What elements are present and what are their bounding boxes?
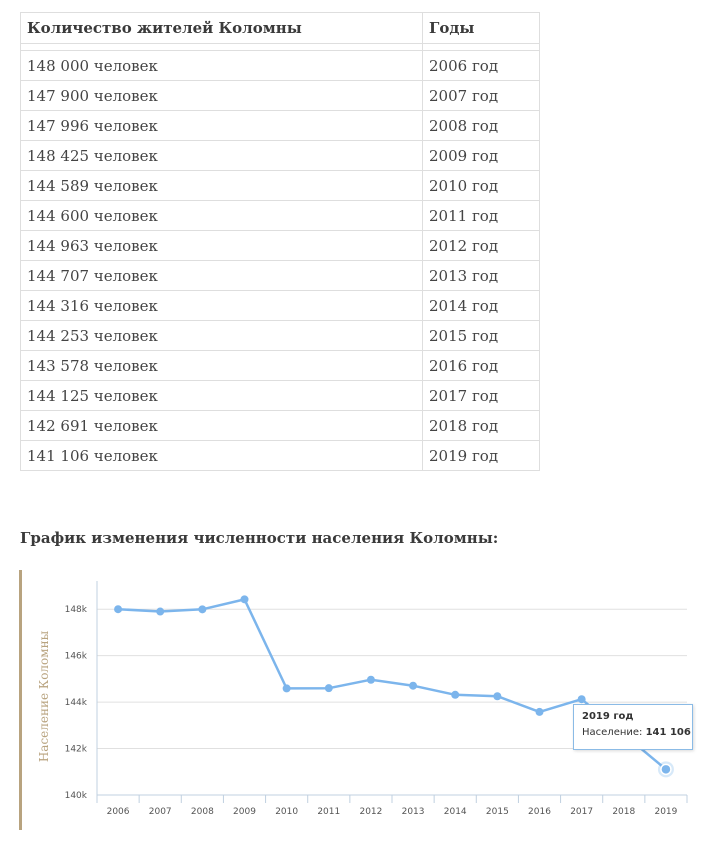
table-row: 144 600 человек 2011 год <box>20 200 540 231</box>
table-row: 144 125 человек 2017 год <box>20 380 540 411</box>
data-point[interactable] <box>451 690 460 699</box>
table-row: 148 425 человек 2009 год <box>20 140 540 171</box>
x-tick-label: 2012 <box>359 807 382 817</box>
cell-population: 144 253 человек <box>20 320 423 351</box>
y-tick-label: 144k <box>65 698 88 708</box>
x-tick-label: 2015 <box>486 807 509 817</box>
x-tick-label: 2006 <box>107 807 130 817</box>
table-row: 141 106 человек 2019 год <box>20 440 540 471</box>
cell-year: 2008 год <box>422 110 540 141</box>
x-tick-label: 2019 <box>654 807 677 817</box>
data-point[interactable] <box>282 684 291 693</box>
y-tick-label: 142k <box>65 745 88 755</box>
data-point[interactable] <box>535 707 544 716</box>
cell-population: 141 106 человек <box>20 440 423 471</box>
table-row: 144 707 человек 2013 год <box>20 260 540 291</box>
header-population: Количество жителей Коломны <box>20 12 423 44</box>
cell-population: 147 996 человек <box>20 110 423 141</box>
cell-year: 2007 год <box>422 80 540 111</box>
data-points <box>114 595 674 778</box>
cell-year: 2010 год <box>422 170 540 201</box>
y-tick-labels: 140k 142k 144k 146k 148k <box>65 605 88 801</box>
tooltip-value: 141 106 <box>645 727 691 738</box>
x-tick-label: 2010 <box>275 807 298 817</box>
population-line-chart: Население Коломны 140k 142k 144k 146k 148k 2… <box>37 581 688 817</box>
cell-year: 2014 год <box>422 290 540 321</box>
data-point[interactable] <box>493 692 502 701</box>
cell-year: 2019 год <box>422 440 540 471</box>
header-years: Годы <box>422 12 540 44</box>
cell-population: 144 316 человек <box>20 290 423 321</box>
x-tick-label: 2008 <box>191 807 214 817</box>
x-tick-label: 2016 <box>528 807 551 817</box>
table-row: 147 900 человек 2007 год <box>20 80 540 111</box>
cell-year: 2012 год <box>422 230 540 261</box>
cell-year: 2011 год <box>422 200 540 231</box>
data-point[interactable] <box>198 605 207 614</box>
x-tick-label: 2013 <box>402 807 425 817</box>
cell-population: 148 000 человек <box>20 50 423 81</box>
chart-accent-bar <box>19 570 22 830</box>
y-tick-label: 148k <box>65 605 88 615</box>
x-tick-label: 2017 <box>570 807 593 817</box>
cell-population: 143 578 человек <box>20 350 423 381</box>
cell-year: 2017 год <box>422 380 540 411</box>
y-axis-title: Население Коломны <box>37 630 51 762</box>
cell-year: 2018 год <box>422 410 540 441</box>
y-tick-label: 146k <box>65 652 88 662</box>
data-point[interactable] <box>366 675 375 684</box>
chart-heading: График изменения численности населения К… <box>20 529 499 547</box>
cell-year: 2006 год <box>422 50 540 81</box>
cell-population: 144 125 человек <box>20 380 423 411</box>
data-point[interactable] <box>156 607 165 616</box>
tooltip-title: 2019 год <box>582 711 634 722</box>
table-row: 143 578 человек 2016 год <box>20 350 540 381</box>
data-tooltip: 2019 год Население: 141 106 <box>573 704 693 750</box>
data-point[interactable] <box>324 684 333 693</box>
data-point[interactable] <box>577 695 586 704</box>
x-tick-labels: 2006 2007 2008 2009 2010 2011 2012 2013 2014 2015… <box>107 807 678 817</box>
cell-population: 144 707 человек <box>20 260 423 291</box>
x-axis <box>96 581 688 803</box>
cell-year: 2015 год <box>422 320 540 351</box>
data-point[interactable] <box>114 605 123 614</box>
cell-population: 144 600 человек <box>20 200 423 231</box>
table-row: 147 996 человек 2008 год <box>20 110 540 141</box>
x-tick-label: 2018 <box>612 807 635 817</box>
cell-year: 2013 год <box>422 260 540 291</box>
y-tick-label: 140k <box>65 791 88 801</box>
table-row: 144 316 человек 2014 год <box>20 290 540 321</box>
tooltip-label: Население: <box>582 727 643 738</box>
data-point[interactable] <box>409 681 418 690</box>
table-row: 144 253 человек 2015 год <box>20 320 540 351</box>
table-row: 148 000 человек 2006 год <box>20 50 540 81</box>
table-header-row: Количество жителей Коломны Годы <box>20 12 540 44</box>
table-row: 144 963 человек 2012 год <box>20 230 540 261</box>
data-point[interactable] <box>240 595 249 604</box>
cell-year: 2009 год <box>422 140 540 171</box>
x-tick-label: 2011 <box>317 807 340 817</box>
cell-population: 144 589 человек <box>20 170 423 201</box>
table-row: 144 589 человек 2010 год <box>20 170 540 201</box>
cell-population: 144 963 человек <box>20 230 423 261</box>
population-table: Количество жителей Коломны Годы 148 000 … <box>20 12 540 471</box>
cell-population: 147 900 человек <box>20 80 423 111</box>
cell-year: 2016 год <box>422 350 540 381</box>
cell-population: 148 425 человек <box>20 140 423 171</box>
x-tick-label: 2014 <box>444 807 467 817</box>
cell-population: 142 691 человек <box>20 410 423 441</box>
table-spacer <box>20 43 540 51</box>
table-row: 142 691 человек 2018 год <box>20 410 540 441</box>
x-tick-label: 2009 <box>233 807 256 817</box>
data-point-highlighted[interactable] <box>660 763 672 776</box>
x-tick-label: 2007 <box>149 807 172 817</box>
grid-lines <box>97 608 687 796</box>
